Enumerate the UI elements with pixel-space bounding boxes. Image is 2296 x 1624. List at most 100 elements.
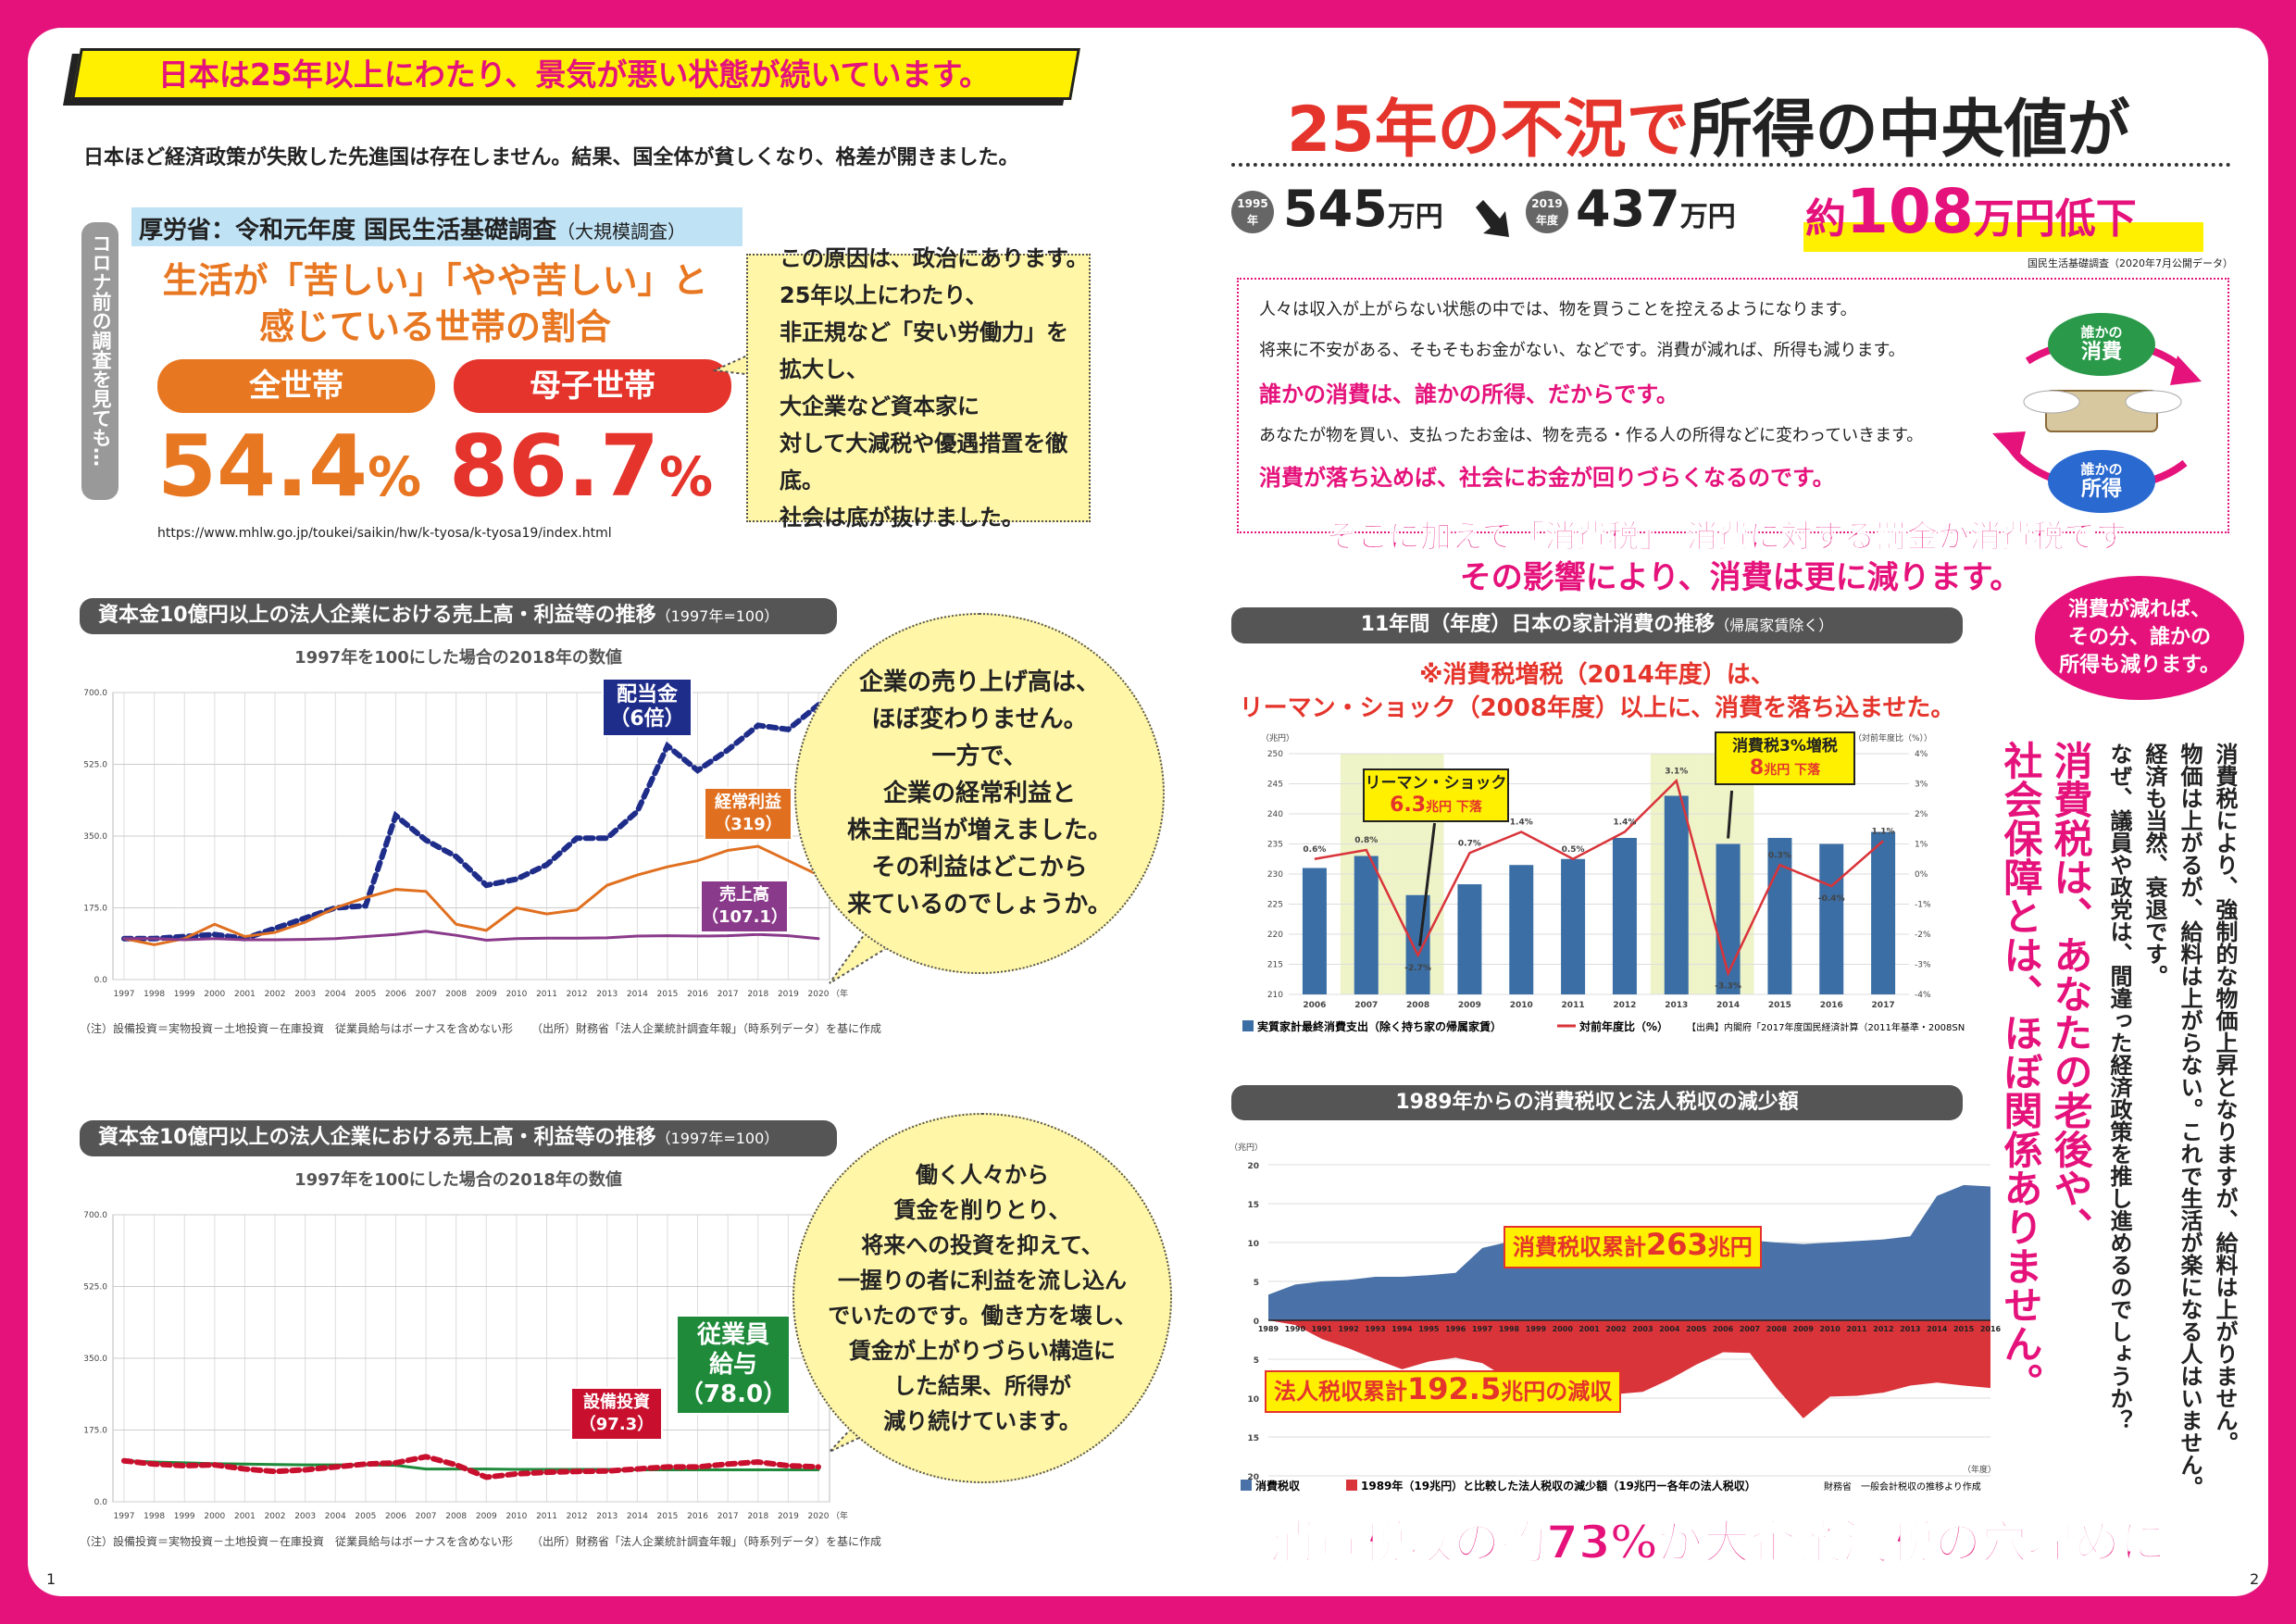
chart4-x-tick: 2013 (1900, 1325, 1920, 1333)
chart1-y-tick: 700.0 (83, 689, 107, 698)
chart3-legend-bar: 実質家計最終消費支出（除く持ち家の帰属家賃） (1257, 1019, 1502, 1033)
chart3-lehman-arrow (1418, 822, 1437, 946)
chart3-bar (1664, 795, 1689, 994)
chart3-line (1314, 778, 1884, 977)
chart1-x-tick: 2000 (204, 990, 225, 999)
vertical-red-2: 社会保障とは、ほぼ関係ありません。 (1998, 741, 2043, 1402)
chart3-y2-tick: 3% (1915, 781, 1928, 790)
chart2-x-tick: 2003 (294, 1512, 316, 1521)
income-source: 国民生活基礎調査（2020年7月公開データ） (2028, 257, 2233, 269)
chart3-y2-tick: 1% (1915, 841, 1928, 850)
chart2-x-tick: 2020 (808, 1512, 830, 1521)
label-capex: 設備投資 （97.3） (570, 1387, 663, 1441)
chart2-y-tick: 525.0 (83, 1283, 107, 1293)
chart3-y-tick: 245 (1267, 781, 1283, 790)
chart2-note-left: （注）設備投資＝実物投資－土地投資－在庫投資 従業員給与はボーナスを含めない形 (80, 1535, 514, 1548)
chart1-y-tick: 0.0 (94, 976, 108, 985)
label-wages: 従業員 給与 （78.0） (676, 1315, 791, 1415)
chart2-x-tick: 2017 (718, 1512, 739, 1521)
chart4-corp-area (1268, 1320, 1990, 1418)
chart2-x-tick: 2016 (687, 1512, 708, 1521)
chart2-series-1 (121, 1454, 821, 1480)
chart2-x-tick: 2011 (536, 1512, 557, 1521)
chart3-red-line2: リーマン・ショック（2008年度）以上に、消費を落ち込ませた。 (1239, 694, 1955, 722)
chart4-x-tick: 1999 (1526, 1325, 1547, 1333)
chart4-x-tick: 1991 (1312, 1325, 1333, 1333)
chart1-x-tick: 2020 (808, 990, 830, 999)
chart3-y2-tick: -1% (1915, 901, 1931, 910)
box-line-1: 人々は収入が上がらない状態の中では、物を買うことを控えるようになります。 (1259, 300, 1857, 319)
chart2-title: 資本金10億円以上の法人企業における売上高・利益等の推移（1997年=100） (80, 1120, 837, 1156)
chart3-bar (1302, 868, 1327, 994)
chart2-x-tick: 2009 (476, 1512, 497, 1521)
chart4-x-tick: 2004 (1659, 1325, 1680, 1333)
chart3-bar (1612, 838, 1637, 994)
chart1-x-tick: 2006 (385, 990, 406, 999)
box-line-4: あなたが物を買い、支払ったお金は、物を売る・作る人の所得などに変わっていきます。 (1259, 426, 1924, 445)
chart2-x-tick: 2012 (567, 1512, 588, 1521)
hike-label: 消費税3%増税 8兆円 下落 (1715, 731, 1855, 785)
chart4-x-tick: 2011 (1846, 1325, 1867, 1333)
chart3-title: 11年間（年度）日本の家計消費の推移（帰属家賃除く） (1231, 607, 1963, 643)
chart3-point-label: 0.8% (1354, 836, 1378, 845)
year-1995-badge: 1995 年 (1231, 191, 1274, 233)
chart1-title: 資本金10億円以上の法人企業における売上高・利益等の推移（1997年=100） (80, 598, 837, 634)
chart1-x-tick: 2005 (355, 990, 376, 999)
chart4-y-tick: 5 (1254, 1279, 1259, 1288)
chart4-x-tick: 1994 (1391, 1325, 1413, 1333)
money-cycle-icon (1992, 313, 2202, 513)
chart1-x-tick: 2017 (718, 990, 739, 999)
chart1-series-1 (122, 844, 820, 946)
chart3-red-line1: ※消費税増税（2014年度）は、 (1419, 661, 1775, 689)
chart1-series-0 (121, 702, 821, 942)
chart1-subtitle: 1997年を100にした場合の2018年の数値 (294, 648, 622, 668)
chart3-x-tick: 2009 (1458, 1001, 1481, 1010)
footer-text: 消費税収の約73%が大企業減税の穴埋めに。 (1267, 1515, 2214, 1570)
label-vat: 消費税収累計263兆円 (1504, 1226, 1762, 1268)
chart1-y-tick: 350.0 (83, 832, 107, 842)
chart4-title: 1989年からの消費税収と法人税収の減少額 (1231, 1085, 1963, 1120)
chart3-point-label: 0.5% (1562, 845, 1585, 855)
consumption-box (1237, 278, 2229, 533)
chart4-source: 財務省 一般会計税収の推移より作成 (1824, 1480, 1981, 1493)
chart3-x-tick: 2008 (1406, 1001, 1429, 1010)
chart4-legend-vat: 消費税収 (1255, 1479, 1301, 1493)
label-profit: 経常利益 （319） (704, 787, 792, 841)
chart3-source: 【出典】内閣府「2017年度国民経済計算（2011年基準・2008SNA）」 (1687, 1021, 1965, 1033)
chart4-y-tick: 10 (1247, 1240, 1259, 1249)
label-dividend: 配当金 （6倍） (602, 678, 693, 737)
single-mother-label: 母子世帯 (454, 359, 731, 413)
chart3-point-label: 1.4% (1613, 818, 1636, 828)
chart3-bar (1561, 858, 1586, 994)
chart1-x-tick: 2008 (445, 990, 467, 999)
down-arrow-icon (1476, 200, 1509, 237)
chart4-x-tick: 2003 (1632, 1325, 1653, 1333)
chart4-x-tick: 1997 (1472, 1325, 1492, 1333)
chart2-x-tick: 2019 (778, 1512, 799, 1521)
chart4-x-tick: 1990 (1285, 1325, 1306, 1333)
chart3-bar (1457, 884, 1482, 994)
chart3-y-tick: 210 (1267, 991, 1283, 1000)
box-line-3: 誰かの消費は、誰かの所得、だからです。 (1259, 381, 1678, 407)
chart4-x-tick: 2008 (1766, 1325, 1788, 1333)
chart1-x-tick: 2014 (627, 990, 648, 999)
chart1-x-tick: 2019 (778, 990, 799, 999)
corona-tab-text: コロナ前の調査を見ても… (90, 233, 112, 467)
chart3-point-label: 3.1% (1665, 767, 1688, 776)
chart3-x-tick: 2013 (1665, 1001, 1688, 1010)
chart4-x-tick: 2012 (1873, 1325, 1893, 1333)
badge-text: 消費が減れば、 その分、誰かの 所得も減ります。 (2059, 598, 2220, 677)
chart1-x-tick: 2002 (265, 990, 286, 999)
vertical-red-1: 消費税は、あなたの老後や、 (2048, 741, 2093, 1246)
drop-text: 約108万円低下 (1805, 176, 2137, 247)
chart2-x-tick: 2014 (627, 1512, 648, 1521)
chart1-bubble: 企業の売り上げ高は、 ほぼ変わりません。 一方で、 企業の経常利益と 株主配当が… (794, 613, 1165, 974)
chart4-x-tick: 2015 (1953, 1325, 1975, 1333)
chart3-left-unit: （兆円） (1261, 733, 1294, 743)
lehman-label: リーマン・ショック 6.3兆円 下落 (1363, 768, 1509, 822)
tax-line-2: その影響により、消費は更に減ります。 (1459, 559, 2022, 596)
chart3-x-tick: 2007 (1354, 1001, 1378, 1010)
chart2-x-tick: 2006 (385, 1512, 406, 1521)
chart3-y2-tick: 4% (1915, 750, 1928, 759)
